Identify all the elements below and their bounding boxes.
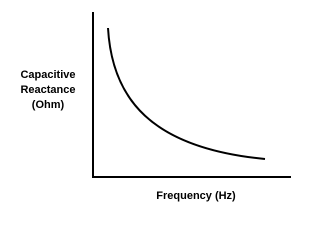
y-axis-label: Capacitive xyxy=(20,69,75,81)
diagram: Capacitive Reactance (Ohm) Frequency (Hz… xyxy=(0,0,300,214)
x-axis-label: Frequency (Hz) xyxy=(156,190,236,202)
reactance-curve xyxy=(107,27,266,160)
background xyxy=(0,0,300,214)
page: Capacitive Reactance (Ohm) Frequency (Hz… xyxy=(0,0,300,214)
y-axis-label: Reactance xyxy=(20,84,75,96)
y-axis-label: (Ohm) xyxy=(32,99,65,111)
